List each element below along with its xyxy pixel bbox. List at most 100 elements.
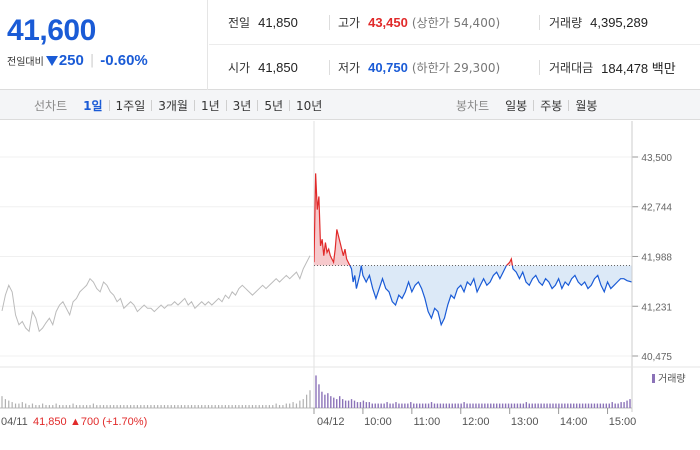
prev-volume-bar bbox=[123, 405, 125, 408]
prev-volume-bar bbox=[204, 405, 206, 408]
chart-tab-bar: 선차트 1일 1주일 3개월 1년 3년 5년 10년 봉차트 일봉 주봉 월봉 bbox=[0, 90, 700, 120]
today-volume-bar bbox=[371, 403, 373, 408]
y-tick-label: 41,231 bbox=[641, 302, 672, 313]
x-tick-label: 11:00 bbox=[413, 416, 440, 428]
change-percent: -0.60% bbox=[100, 52, 148, 69]
x-tick-label: 14:00 bbox=[560, 416, 588, 428]
y-tick-label: 43,500 bbox=[641, 153, 672, 164]
today-volume-bar bbox=[507, 403, 510, 408]
today-volume-bar bbox=[552, 403, 554, 408]
today-volume-bar bbox=[584, 403, 587, 408]
high-value: 43,450 bbox=[368, 15, 408, 30]
today-volume-bar bbox=[469, 403, 471, 408]
prev-volume-bar bbox=[89, 405, 91, 408]
prev-volume-bar bbox=[207, 405, 210, 408]
prev-volume-bar bbox=[234, 405, 237, 408]
today-volume-bar bbox=[374, 403, 376, 408]
today-volume-bar bbox=[522, 403, 525, 408]
tab-candle-monthly[interactable]: 월봉 bbox=[575, 98, 598, 113]
quote-header: 41,600 전일대비 250 | -0.60% 전일 41,850 고가 43… bbox=[0, 0, 700, 90]
tab-period-3m[interactable]: 3개월 bbox=[158, 98, 188, 113]
x-axis: 04/11 41,850 ▲700 (+1.70%) 04/12 10:00 11:00 1… bbox=[1, 408, 636, 428]
prev-volume-bar bbox=[258, 405, 260, 408]
today-volume-bar bbox=[344, 400, 347, 408]
divider bbox=[329, 60, 330, 75]
change-value: 250 bbox=[58, 52, 84, 69]
prev-volume-bar bbox=[102, 405, 105, 408]
divider bbox=[329, 15, 330, 30]
tab-candle-weekly[interactable]: 주봉 bbox=[540, 98, 563, 113]
prev-volume-bar bbox=[92, 403, 94, 408]
today-volume-bar bbox=[418, 403, 421, 408]
tab-candle-daily[interactable]: 일봉 bbox=[505, 98, 528, 113]
prev-volume-bar bbox=[218, 405, 220, 408]
today-volume-bar bbox=[353, 400, 356, 408]
prev-volume-bar bbox=[82, 405, 84, 408]
today-volume-bar bbox=[383, 403, 385, 408]
prev-volume-bar bbox=[292, 402, 294, 408]
prev-volume-bar bbox=[48, 405, 50, 408]
prev-volume-bar bbox=[143, 405, 145, 408]
today-volume-bar bbox=[413, 403, 415, 408]
tab-period-3y[interactable]: 3년 bbox=[232, 98, 252, 113]
prev-volume-bar bbox=[45, 405, 47, 408]
prev-volume-bar bbox=[130, 405, 132, 408]
today-volume-bar bbox=[439, 403, 442, 408]
prev-volume-bar bbox=[99, 405, 101, 408]
y-axis: 43,500 42,744 41,988 41,231 40,475 bbox=[631, 121, 672, 412]
tab-period-10y[interactable]: 10년 bbox=[296, 98, 323, 113]
today-volume-bar bbox=[516, 403, 519, 408]
tab-period-5y[interactable]: 5년 bbox=[264, 98, 284, 113]
prev-volume-bar bbox=[55, 403, 57, 408]
today-volume-bar bbox=[433, 403, 436, 408]
today-volume-bar bbox=[596, 403, 599, 408]
volume-label: 거래량 bbox=[549, 16, 583, 30]
today-volume-bar bbox=[581, 403, 584, 408]
tab-separator bbox=[225, 99, 227, 111]
prev-volume-bar bbox=[86, 405, 88, 408]
today-volume-bar bbox=[330, 396, 332, 408]
prev-volume-bar bbox=[126, 405, 128, 408]
line-chart-tabs: 선차트 1일 1주일 3개월 1년 3년 5년 10년 bbox=[34, 90, 328, 120]
prev-volume-bar bbox=[109, 405, 111, 408]
tab-separator bbox=[193, 99, 195, 111]
today-volume-bar bbox=[564, 403, 566, 408]
x-tick-label: 15:00 bbox=[609, 416, 637, 428]
today-volume-bar bbox=[427, 403, 430, 408]
prev-volume-bar bbox=[241, 405, 243, 408]
tab-period-1y[interactable]: 1년 bbox=[200, 98, 220, 113]
today-volume-bar bbox=[555, 403, 557, 408]
tab-period-1w[interactable]: 1주일 bbox=[115, 98, 146, 113]
prev-volume-bar bbox=[190, 405, 193, 408]
today-volume-bar bbox=[347, 400, 350, 408]
prev-volume-bar bbox=[184, 405, 186, 408]
today-volume-bar bbox=[377, 403, 379, 408]
today-volume-bar bbox=[424, 403, 427, 408]
prev-day-change: ▲700 (+1.70%) bbox=[70, 416, 147, 428]
area-below-reference bbox=[314, 265, 632, 325]
today-volume-bar bbox=[341, 399, 344, 408]
chart-background bbox=[0, 121, 700, 450]
today-volume-bar bbox=[336, 399, 338, 408]
prev-volume-bar bbox=[38, 405, 40, 408]
today-volume-bar bbox=[448, 403, 451, 408]
today-volume-bar bbox=[460, 403, 462, 408]
prev-volume-bar bbox=[4, 399, 6, 408]
today-volume-bar bbox=[531, 403, 533, 408]
prev-volume-bar bbox=[79, 405, 81, 408]
x-tick-label: 12:00 bbox=[462, 416, 490, 428]
today-volume-bar bbox=[392, 403, 394, 408]
prev-volume-bar bbox=[163, 405, 166, 408]
open-cell: 시가 41,850 bbox=[228, 45, 298, 90]
today-volume-bar bbox=[407, 403, 409, 408]
today-volume-bar bbox=[416, 403, 418, 408]
today-volume-bar bbox=[430, 402, 433, 408]
today-volume-bar bbox=[543, 403, 545, 408]
prev-volume-bar bbox=[295, 403, 298, 408]
high-cell: 고가 43,450 (상한가 54,400) bbox=[338, 0, 500, 45]
prev-volume-bar bbox=[21, 402, 23, 408]
today-label: 04/12 bbox=[317, 416, 345, 428]
today-volume-bar bbox=[549, 403, 551, 408]
prev-volume-bar bbox=[18, 403, 20, 408]
tab-period-1d[interactable]: 1일 bbox=[83, 98, 103, 113]
